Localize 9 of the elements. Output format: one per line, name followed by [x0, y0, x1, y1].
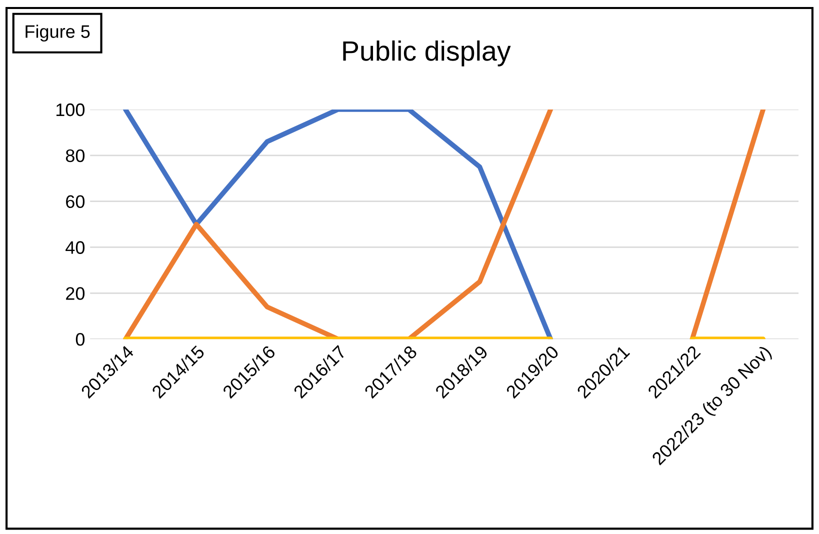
y-tick-label: 20	[66, 287, 85, 300]
y-tick-label: 80	[66, 149, 85, 162]
chart-title: Public display	[343, 40, 511, 66]
y-tick-label: 0	[76, 333, 85, 346]
y-tick-label: 40	[66, 241, 85, 254]
y-tick-label: 100	[56, 103, 85, 116]
y-tick-label: 60	[66, 195, 85, 208]
line-series	[123, 109, 554, 340]
caption: Figure 5	[26, 24, 90, 42]
